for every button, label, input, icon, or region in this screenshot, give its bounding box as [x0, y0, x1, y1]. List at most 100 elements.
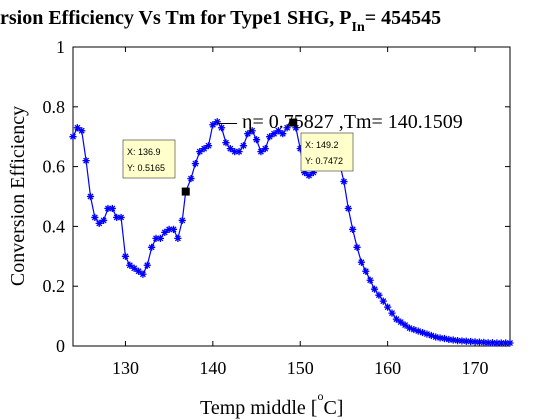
- data-point: [279, 130, 287, 138]
- data-point: [301, 168, 309, 177]
- datatip-box[interactable]: X: 149.2 Y: 0.7472: [300, 132, 354, 172]
- x-tick-label: 130: [112, 358, 139, 378]
- data-point: [222, 139, 230, 147]
- data-point: [152, 234, 160, 242]
- y-tick-label: 0: [56, 336, 65, 356]
- x-tick-label: 140: [199, 358, 226, 378]
- datatip-x-text: X: 149.2: [305, 140, 339, 150]
- data-point: [95, 219, 103, 228]
- axis-ticks: 130 140 150 160 170 0 0.2 0.4 0.6 0.8 1: [43, 37, 510, 378]
- chart-title-main: rsion Efficiency Vs Tm for Type1 SHG, P: [0, 7, 352, 29]
- data-point: [117, 213, 125, 222]
- y-tick-label: 0.8: [43, 97, 66, 117]
- data-point: [410, 325, 418, 334]
- data-point: [200, 145, 208, 153]
- data-point: [440, 334, 449, 343]
- data-point: [292, 124, 300, 132]
- data-point: [161, 228, 169, 236]
- data-point: [353, 243, 361, 251]
- x-axis-label-tail: C]: [323, 397, 343, 419]
- data-point: [484, 339, 492, 347]
- x-axis-label: Temp middle [oC]: [200, 389, 343, 419]
- data-point: [156, 234, 164, 242]
- data-point: [239, 142, 248, 150]
- data-point: [73, 124, 81, 132]
- data-point: [414, 327, 422, 335]
- data-point: [497, 339, 505, 347]
- data-point: [305, 171, 313, 180]
- data-point: [231, 148, 239, 156]
- data-point: [488, 339, 497, 347]
- data-point: [388, 309, 396, 317]
- data-point: [449, 336, 457, 344]
- data-point: [196, 148, 204, 156]
- legend-entry: — η= 0.75827 ,Tm= 140.1509: [216, 111, 463, 133]
- data-point: [261, 145, 269, 153]
- data-point: [169, 225, 178, 233]
- data-point: [370, 285, 379, 293]
- data-point: [384, 303, 392, 311]
- data-point: [226, 145, 234, 153]
- x-axis-label-sup: o: [317, 389, 323, 403]
- data-point: [130, 264, 138, 272]
- datatip-box[interactable]: X: 136.9 Y: 0.5165: [122, 139, 176, 179]
- data-point: [134, 267, 143, 275]
- datatip-y-text: Y: 0.5165: [127, 163, 165, 173]
- data-point: [270, 130, 278, 138]
- y-tick-label: 0.2: [43, 276, 66, 296]
- y-tick-label: 1: [56, 37, 65, 57]
- data-point: [165, 225, 173, 233]
- data-point: [405, 324, 414, 332]
- data-point: [467, 337, 475, 346]
- datatip-background: [122, 139, 176, 179]
- data-point: [493, 339, 501, 347]
- datatip-background: [300, 132, 354, 172]
- chart-title-tail: = 454545: [365, 7, 441, 29]
- data-point: [148, 243, 156, 251]
- data-point: [283, 124, 291, 132]
- data-point: [91, 213, 99, 222]
- data-point: [366, 276, 374, 284]
- data-point: [296, 145, 304, 153]
- data-point: [475, 338, 484, 346]
- plot-area: [72, 46, 511, 347]
- data-point: [204, 142, 213, 150]
- data-point: [187, 174, 195, 183]
- data-point: [69, 133, 77, 141]
- datatip-marker[interactable]: [181, 187, 190, 196]
- data-point: [217, 124, 226, 132]
- x-tick-label: 150: [287, 358, 314, 378]
- data-point: [82, 157, 90, 165]
- data-point: [78, 127, 86, 135]
- datatip-marker[interactable]: [289, 118, 298, 127]
- y-tick-label: 0.6: [43, 157, 66, 177]
- data-point: [309, 168, 317, 177]
- data-point: [445, 335, 453, 344]
- data-point: [458, 337, 466, 345]
- chart-title: rsion Efficiency Vs Tm for Type1 SHG, PI…: [0, 7, 441, 35]
- data-point: [86, 192, 95, 201]
- datatips-layer: X: 136.9 Y: 0.5165 X: 149.2 Y: 0.7472: [122, 118, 354, 196]
- data-point: [506, 339, 514, 347]
- x-tick-label: 170: [462, 358, 489, 378]
- data-point: [432, 333, 440, 341]
- data-point: [139, 270, 147, 278]
- datatip-x-text: X: 136.9: [127, 147, 161, 157]
- datatip-y-text: Y: 0.7472: [305, 156, 343, 166]
- data-point: [392, 315, 400, 323]
- data-point: [419, 328, 427, 337]
- data-point: [362, 267, 370, 275]
- data-point: [248, 127, 256, 135]
- data-point: [502, 339, 510, 347]
- data-point: [401, 321, 409, 329]
- x-axis-label-main: Temp middle [: [200, 397, 317, 419]
- data-point: [209, 121, 217, 129]
- data-point: [379, 297, 387, 305]
- data-point: [480, 338, 488, 347]
- data-point: [436, 334, 444, 342]
- y-tick-label: 0.4: [43, 216, 66, 236]
- data-point: [274, 127, 282, 135]
- data-point: [349, 225, 357, 233]
- data-point: [174, 234, 182, 242]
- data-point: [357, 258, 366, 266]
